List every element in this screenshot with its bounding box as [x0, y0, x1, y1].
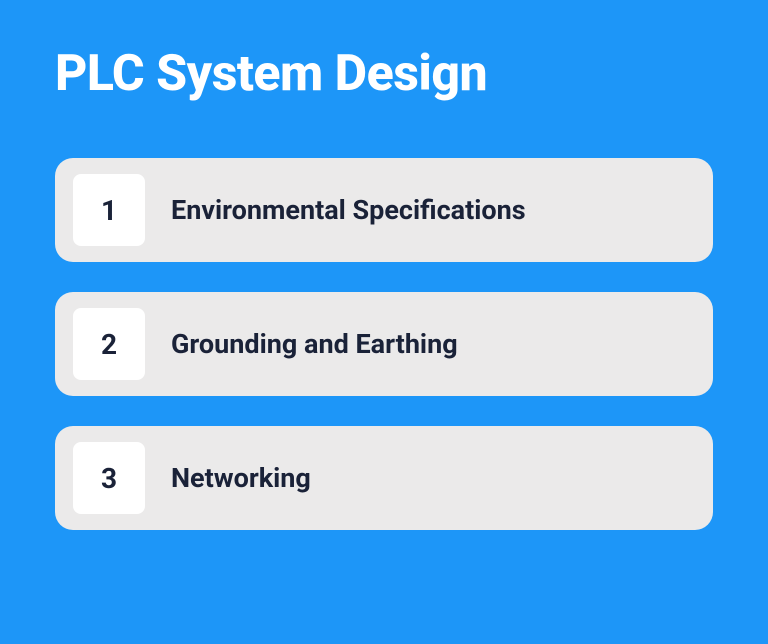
list-item: 3 Networking — [55, 426, 713, 530]
item-number: 3 — [73, 442, 145, 514]
item-list: 1 Environmental Specifications 2 Groundi… — [55, 158, 713, 530]
item-label: Environmental Specifications — [171, 194, 526, 226]
list-item: 1 Environmental Specifications — [55, 158, 713, 262]
item-label: Grounding and Earthing — [171, 328, 458, 360]
item-number: 2 — [73, 308, 145, 380]
item-number: 1 — [73, 174, 145, 246]
item-label: Networking — [171, 462, 311, 494]
infographic-container: PLC System Design 1 Environmental Specif… — [0, 0, 768, 644]
page-title: PLC System Design — [55, 45, 713, 103]
list-item: 2 Grounding and Earthing — [55, 292, 713, 396]
